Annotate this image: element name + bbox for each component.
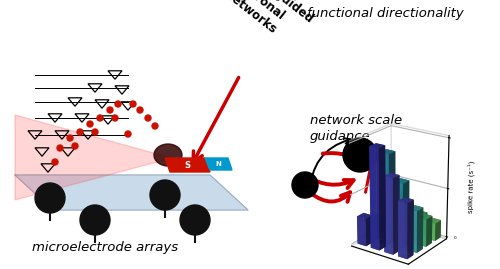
Text: F: F [378,183,386,197]
Circle shape [92,129,98,135]
Text: S: S [184,161,190,169]
Text: functional directionality: functional directionality [306,7,464,20]
Ellipse shape [154,144,182,166]
Polygon shape [15,175,248,210]
Polygon shape [205,158,232,170]
Circle shape [343,138,377,172]
Text: iNMF guided
neuronal
networks: iNMF guided neuronal networks [222,0,316,50]
Circle shape [115,101,121,107]
Circle shape [150,180,180,210]
Text: N: N [215,161,221,167]
Polygon shape [15,115,172,200]
Circle shape [57,145,63,151]
Circle shape [125,131,131,137]
Polygon shape [15,115,172,200]
Circle shape [145,115,151,121]
Circle shape [80,205,110,235]
Circle shape [137,107,143,113]
Circle shape [130,101,136,107]
Circle shape [35,183,65,213]
Circle shape [112,115,118,121]
Circle shape [72,143,78,149]
Text: network scale
guidance: network scale guidance [310,114,402,143]
Circle shape [292,172,318,198]
Circle shape [87,121,93,127]
Circle shape [152,123,158,129]
Circle shape [67,135,73,141]
Polygon shape [165,158,210,172]
Circle shape [52,159,58,165]
Circle shape [77,129,83,135]
Text: microelectrode arrays: microelectrode arrays [32,241,178,254]
Circle shape [107,107,113,113]
Circle shape [97,115,103,121]
Circle shape [180,205,210,235]
